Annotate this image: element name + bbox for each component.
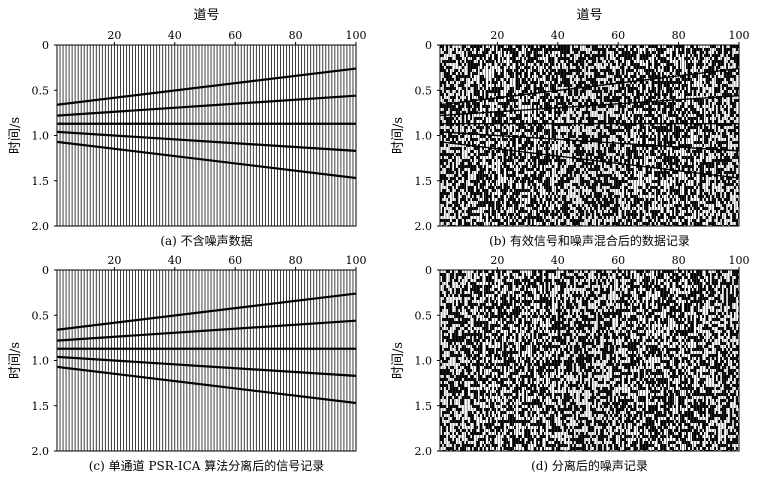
event-1: [57, 292, 356, 331]
event-2: [57, 319, 356, 342]
event-5: [57, 365, 356, 405]
panel-3: 20 40 60 80 100 0 0.5 1.0 1.5 2.0 时间/s (c) 单通道 PSR-…: [8, 254, 367, 473]
x-tick-label: 20: [107, 29, 121, 42]
x-tick-label: 40: [551, 29, 565, 42]
y-tick-label: 1.5: [32, 400, 50, 413]
noise-texture: [440, 45, 739, 226]
y-tick-label: 1.5: [32, 175, 50, 188]
x-tick-label: 80: [289, 29, 303, 42]
x-tick-label: 40: [168, 29, 182, 42]
x-tick-label: 60: [611, 29, 625, 42]
plot-area: [57, 270, 356, 451]
x-tick-label: 40: [551, 254, 565, 267]
x-tick-label: 60: [228, 29, 242, 42]
event-2: [440, 94, 739, 117]
y-axis-title: 时间/s: [8, 117, 23, 154]
plot-area: [440, 45, 739, 226]
x-tick-label: 80: [672, 29, 686, 42]
event-5: [440, 141, 739, 179]
traces: [440, 45, 739, 226]
x-tick-label: 80: [672, 254, 686, 267]
event-2: [57, 94, 356, 117]
y-axis-title: 时间/s: [8, 342, 23, 379]
traces: [57, 45, 356, 226]
y-tick-label: 0.5: [32, 309, 50, 322]
y-tick-label: 2.0: [32, 220, 50, 233]
y-tick-label: 1.5: [415, 400, 433, 413]
x-tick-label: 40: [168, 254, 182, 267]
panel-caption: (d) 分离后的噪声记录: [531, 458, 648, 473]
plot-area: [57, 45, 356, 226]
x-tick-label: 60: [228, 254, 242, 267]
x-tick-label: 60: [611, 254, 625, 267]
x-axis-title: 道号: [576, 8, 602, 23]
noise-texture: [440, 270, 739, 451]
y-tick-label: 0.5: [32, 84, 50, 97]
y-tick-label: 1.0: [32, 355, 50, 368]
x-tick-label: 20: [490, 254, 504, 267]
y-tick-label: 1.0: [32, 130, 50, 143]
x-tick-label: 100: [729, 254, 750, 267]
event-4: [440, 131, 739, 152]
y-tick-label: 2.0: [415, 220, 433, 233]
event-4: [57, 130, 356, 152]
y-tick-label: 1.0: [415, 130, 433, 143]
panel-caption: (c) 单通道 PSR-ICA 算法分离后的信号记录: [89, 458, 325, 473]
panel-4: 20 40 60 80 100 0 0.5 1.0 1.5 2.0 时间/s (d) 分离后的噪声记录: [391, 254, 750, 473]
y-tick-label: 2.0: [32, 445, 50, 458]
traces: [57, 270, 356, 451]
event-4: [57, 355, 356, 377]
event-1: [440, 67, 739, 106]
x-tick-label: 100: [346, 254, 367, 267]
x-tick-label: 80: [289, 254, 303, 267]
y-tick-label: 0: [425, 264, 432, 277]
event-5: [57, 140, 356, 180]
x-axis-title: 道号: [193, 8, 219, 23]
y-tick-label: 0: [425, 39, 432, 52]
traces: [440, 270, 739, 451]
x-tick-label: 100: [346, 29, 367, 42]
y-tick-label: 1.5: [415, 175, 433, 188]
x-tick-label: 100: [729, 29, 750, 42]
y-tick-label: 0.5: [415, 84, 433, 97]
x-tick-label: 20: [490, 29, 504, 42]
y-axis-title: 时间/s: [391, 117, 406, 154]
y-tick-label: 0: [42, 39, 49, 52]
y-tick-label: 0.5: [415, 309, 433, 322]
y-axis-title: 时间/s: [391, 342, 406, 379]
panel-caption: (a) 不含噪声数据: [160, 233, 252, 248]
y-tick-label: 1.0: [415, 355, 433, 368]
panel-caption: (b) 有效信号和噪声混合后的数据记录: [489, 233, 690, 248]
x-tick-label: 20: [107, 254, 121, 267]
y-tick-label: 0: [42, 264, 49, 277]
plot-area: [440, 270, 739, 451]
y-tick-label: 2.0: [415, 445, 433, 458]
event-1: [57, 67, 356, 106]
